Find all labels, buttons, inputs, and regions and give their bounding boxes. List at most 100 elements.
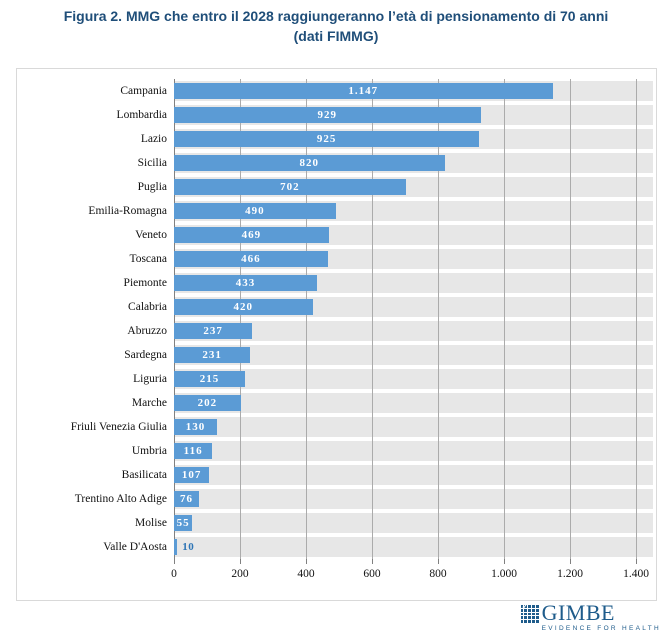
bar-row: 469: [174, 223, 653, 247]
plot-area: 1.147 929 925 820 702 490 469 466 433 420 237 231 21…: [174, 79, 653, 559]
logo-grid-cell: [520, 612, 524, 616]
bar: 237: [174, 323, 253, 339]
bar-value-label: 76: [180, 493, 194, 505]
logo-grid-cell: [531, 608, 535, 612]
x-axis-tick-label: 200: [231, 568, 249, 580]
logo-grid-cell: [528, 616, 531, 620]
bar: 490: [174, 203, 336, 219]
bar-row: 1.147: [174, 79, 653, 103]
gimbe-logo-tagline: EVIDENCE FOR HEALTH: [541, 625, 661, 633]
gridline: [570, 79, 571, 559]
bar-row: 76: [174, 487, 653, 511]
logo-grid-cell: [531, 605, 535, 608]
category-label: Molise: [135, 517, 167, 529]
bar-value-label: 1.147: [348, 85, 379, 97]
x-axis-tick: [504, 559, 505, 564]
category-label: Lombardia: [116, 109, 167, 121]
bar: 420: [174, 299, 313, 315]
gridline: [372, 79, 373, 559]
bar-value-label: 929: [317, 109, 338, 121]
bar-value-label: 202: [197, 397, 218, 409]
logo-grid-cell: [528, 608, 531, 612]
category-label: Puglia: [137, 181, 167, 193]
bar-value-label: 420: [233, 301, 254, 313]
logo-grid-cell: [520, 616, 524, 620]
logo-grid-cell: [524, 608, 528, 612]
bar-value-label: 107: [181, 469, 202, 481]
figure-title-block: Figura 2. MMG che entro il 2028 raggiung…: [0, 6, 672, 47]
bar: 215: [174, 371, 245, 387]
bar-value-label: 466: [241, 253, 261, 265]
category-label: Friuli Venezia Giulia: [70, 421, 167, 433]
category-label: Valle D'Aosta: [103, 541, 167, 553]
x-axis-tick-label: 800: [429, 568, 447, 580]
gridline: [306, 79, 307, 559]
bar-value-label: 490: [245, 205, 265, 217]
logo-grid-cell: [531, 620, 535, 623]
logo-grid-cell: [528, 620, 531, 623]
category-axis: Campania Lombardia Lazio Sicilia Puglia Emili…: [17, 79, 167, 559]
bar: 76: [174, 491, 200, 507]
x-axis-tick: [174, 559, 175, 564]
x-axis-tick: [570, 559, 571, 564]
bar: 130: [174, 419, 217, 435]
bar-value-label: 469: [241, 229, 262, 241]
x-axis-tick: [438, 559, 439, 564]
bar-row: 215: [174, 367, 653, 391]
logo-grid-cell: [535, 612, 539, 616]
bar-row: 466: [174, 247, 653, 271]
bar-row: 231: [174, 343, 653, 367]
bar-row: 420: [174, 295, 653, 319]
y-axis-line: [174, 79, 175, 559]
category-label: Toscana: [129, 253, 167, 265]
category-label: Abruzzo: [127, 325, 167, 337]
bar: 702: [174, 179, 406, 195]
x-axis-tick-label: 1.200: [557, 568, 583, 580]
bar-row: 116: [174, 439, 653, 463]
category-label: Basilicata: [121, 469, 167, 481]
logo-grid-cell: [520, 620, 524, 623]
logo-grid-cell: [531, 616, 535, 620]
category-label: Calabria: [128, 301, 167, 313]
x-axis-tick: [372, 559, 373, 564]
x-axis-tick: [240, 559, 241, 564]
gimbe-logo-text: GIMBE: [541, 600, 615, 625]
bar-row: 202: [174, 391, 653, 415]
bar: 231: [174, 347, 251, 363]
bar: 820: [174, 155, 445, 171]
bar-row: 929: [174, 103, 653, 127]
gridline: [636, 79, 637, 559]
gridline: [240, 79, 241, 559]
chart-panel: Campania Lombardia Lazio Sicilia Puglia Emili…: [16, 68, 657, 601]
category-label: Umbria: [131, 445, 167, 457]
category-label: Trentino Alto Adige: [74, 493, 167, 505]
bar-row: 490: [174, 199, 653, 223]
bar: 202: [174, 395, 241, 411]
logo-grid-cell: [535, 608, 539, 612]
logo-grid-cell: [524, 612, 528, 616]
logo-grid-cell: [524, 620, 528, 623]
bar: 469: [174, 227, 329, 243]
bar-value-label: 116: [183, 445, 203, 457]
bar-value-label: 215: [199, 373, 220, 385]
bar: 55: [174, 515, 193, 531]
bar: 929: [174, 107, 481, 123]
logo-grid-cell: [528, 605, 531, 608]
category-label: Piemonte: [123, 277, 167, 289]
category-label: Liguria: [133, 373, 167, 385]
logo-grid-cell: [520, 608, 524, 612]
x-axis-tick: [306, 559, 307, 564]
logo-grid-cell: [535, 620, 539, 623]
bar: 1.147: [174, 83, 553, 99]
x-axis-tick-label: 600: [363, 568, 381, 580]
bar-value-label: 55: [176, 517, 190, 529]
logo-grid-cell: [524, 605, 528, 608]
x-axis-tick: [636, 559, 637, 564]
category-label: Veneto: [135, 229, 167, 241]
bar: 107: [174, 467, 210, 483]
bar-value-label: 702: [280, 181, 300, 193]
category-label: Campania: [120, 85, 167, 97]
logo-grid-cell: [535, 616, 539, 620]
bar: 925: [174, 131, 480, 147]
